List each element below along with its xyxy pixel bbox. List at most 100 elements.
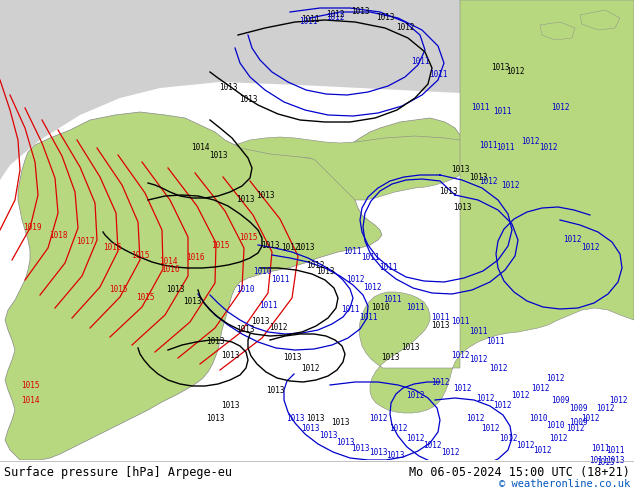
Text: Surface pressure [hPa] Arpege-eu: Surface pressure [hPa] Arpege-eu — [4, 466, 232, 479]
Text: 1013: 1013 — [301, 423, 320, 433]
Text: 1016: 1016 — [103, 244, 121, 252]
Text: 1012: 1012 — [326, 10, 344, 20]
Text: 1012: 1012 — [609, 395, 627, 405]
Text: 1013: 1013 — [336, 438, 354, 446]
Text: 1013: 1013 — [451, 166, 469, 174]
Text: 1018: 1018 — [49, 230, 67, 240]
Text: 1012: 1012 — [499, 434, 517, 442]
Text: 1012: 1012 — [521, 138, 540, 147]
Text: 1013: 1013 — [331, 417, 349, 426]
Text: 1012: 1012 — [453, 384, 471, 392]
Text: 1013: 1013 — [206, 338, 224, 346]
Text: 1012: 1012 — [441, 447, 459, 457]
Text: 1011: 1011 — [471, 103, 489, 113]
Text: 1012: 1012 — [549, 434, 567, 442]
Text: 1011: 1011 — [299, 18, 317, 26]
Text: 1013: 1013 — [256, 191, 275, 199]
Text: 1011: 1011 — [383, 295, 401, 304]
Text: 1011: 1011 — [340, 305, 359, 315]
Text: 1013: 1013 — [453, 203, 471, 213]
Text: 1013: 1013 — [376, 14, 394, 23]
Text: 1012: 1012 — [476, 393, 495, 402]
Text: 1012: 1012 — [501, 180, 519, 190]
Text: 1013: 1013 — [319, 431, 337, 440]
Text: 1012: 1012 — [406, 434, 424, 442]
Text: 1012: 1012 — [389, 423, 407, 433]
Text: 1012: 1012 — [546, 373, 564, 383]
Polygon shape — [5, 112, 462, 460]
Text: 1013: 1013 — [286, 414, 304, 422]
Text: 1010: 1010 — [371, 303, 389, 313]
Text: 1011: 1011 — [479, 141, 497, 149]
Text: 1012: 1012 — [581, 244, 599, 252]
Text: 1012: 1012 — [466, 414, 484, 422]
Text: 1013: 1013 — [596, 458, 614, 466]
Text: 1013: 1013 — [209, 150, 227, 160]
Text: 1012: 1012 — [531, 384, 549, 392]
Text: 1012: 1012 — [301, 364, 320, 372]
Polygon shape — [0, 0, 634, 180]
Text: 1016: 1016 — [186, 253, 204, 263]
Text: 1013: 1013 — [439, 188, 457, 196]
Text: 1012: 1012 — [451, 350, 469, 360]
Text: 1011: 1011 — [451, 318, 469, 326]
Text: 1011: 1011 — [259, 300, 277, 310]
Text: 1015: 1015 — [239, 234, 257, 243]
Text: 1013: 1013 — [236, 196, 254, 204]
Text: 1013: 1013 — [239, 96, 257, 104]
Text: 1015: 1015 — [109, 286, 127, 294]
Text: 1012: 1012 — [369, 414, 387, 422]
Text: 1012: 1012 — [363, 284, 381, 293]
Text: 1012: 1012 — [306, 261, 324, 270]
Text: © weatheronline.co.uk: © weatheronline.co.uk — [499, 479, 630, 489]
Text: 1012: 1012 — [533, 445, 551, 455]
Text: 1015: 1015 — [210, 241, 230, 249]
Text: 1012: 1012 — [581, 414, 599, 422]
Text: 1019: 1019 — [23, 223, 41, 232]
Polygon shape — [359, 0, 634, 413]
Text: 1013: 1013 — [206, 414, 224, 422]
Text: 1011: 1011 — [411, 57, 429, 67]
Text: 1013: 1013 — [165, 286, 184, 294]
Text: 1013: 1013 — [261, 241, 279, 249]
Text: 1012: 1012 — [511, 391, 529, 399]
Text: 1012: 1012 — [430, 377, 450, 387]
Text: 1012: 1012 — [489, 364, 507, 372]
Text: 1013: 1013 — [351, 7, 369, 17]
Text: 1010: 1010 — [529, 414, 547, 422]
Text: 1013: 1013 — [381, 353, 399, 363]
Polygon shape — [540, 22, 575, 40]
Text: 1017: 1017 — [75, 237, 94, 245]
Text: 1013: 1013 — [316, 268, 334, 276]
Text: 1011: 1011 — [430, 314, 450, 322]
Text: 1012: 1012 — [563, 236, 581, 245]
Text: 1016: 1016 — [161, 266, 179, 274]
Text: 1013: 1013 — [469, 173, 488, 182]
Text: 1013: 1013 — [369, 447, 387, 457]
Text: 1011: 1011 — [605, 445, 624, 455]
Text: 1009: 1009 — [569, 417, 587, 426]
Text: 1011: 1011 — [591, 443, 609, 452]
Text: 1011: 1011 — [493, 107, 511, 117]
Text: 1011: 1011 — [429, 71, 447, 79]
Text: 1013: 1013 — [283, 353, 301, 363]
Text: 1011: 1011 — [589, 456, 607, 465]
Text: 1012: 1012 — [539, 144, 557, 152]
Text: 1011: 1011 — [271, 275, 289, 285]
Polygon shape — [235, 136, 475, 200]
Text: 1013: 1013 — [251, 318, 269, 326]
Text: 1012: 1012 — [423, 441, 441, 449]
Text: 1013: 1013 — [295, 244, 314, 252]
Text: 1013: 1013 — [605, 456, 624, 465]
Text: 1011: 1011 — [301, 16, 320, 24]
Text: 1012: 1012 — [481, 423, 499, 433]
Text: Mo 06-05-2024 15:00 UTC (18+21): Mo 06-05-2024 15:00 UTC (18+21) — [409, 466, 630, 479]
Text: 1010: 1010 — [236, 286, 254, 294]
Text: 1010: 1010 — [253, 268, 271, 276]
Text: 1012: 1012 — [596, 403, 614, 413]
Text: 1013: 1013 — [221, 400, 239, 410]
Text: 1013: 1013 — [306, 414, 324, 422]
Text: 1014: 1014 — [191, 144, 209, 152]
Text: 1012: 1012 — [406, 391, 424, 399]
Text: 1012: 1012 — [269, 323, 287, 333]
